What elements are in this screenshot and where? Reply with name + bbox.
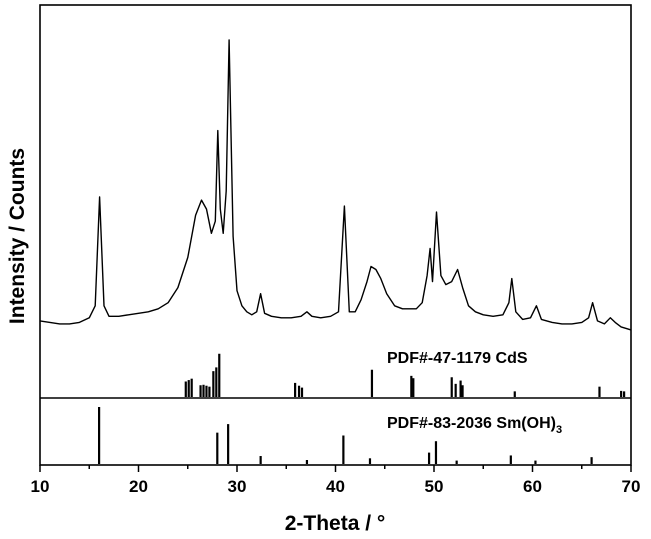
x-axis-ticks	[40, 465, 631, 472]
x-tick-label: 60	[523, 477, 542, 496]
y-axis-title: Intensity / Counts	[6, 148, 29, 324]
reference-label-cds: PDF#-47-1179 CdS	[387, 350, 528, 367]
xrd-pattern-line	[40, 40, 631, 330]
reference-label-smoh3-subscript: 3	[556, 424, 562, 436]
reference-label-smoh3: PDF#-83-2036 Sm(OH)3	[387, 415, 562, 436]
x-tick-label: 20	[129, 477, 148, 496]
x-tick-label: 30	[228, 477, 247, 496]
x-tick-label: 10	[31, 477, 50, 496]
x-axis-tick-labels: 10 20 30 40 50 60 70	[31, 477, 641, 496]
x-axis-title: 2-Theta / °	[285, 512, 386, 535]
x-tick-label: 70	[622, 477, 641, 496]
x-tick-label: 50	[425, 477, 444, 496]
plot-frame	[40, 5, 631, 465]
reference-label-smoh3-text: PDF#-83-2036 Sm(OH)	[387, 415, 556, 432]
x-tick-label: 40	[326, 477, 345, 496]
